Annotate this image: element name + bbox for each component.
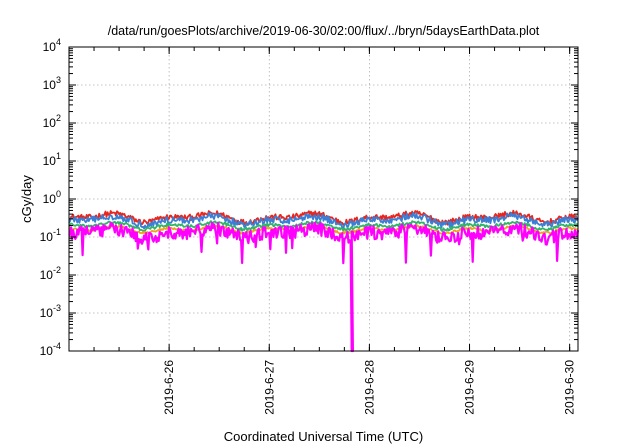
x-tick-label: 2019-6-27: [262, 360, 276, 415]
series-line: [68, 221, 580, 353]
y-tick-base: 10: [43, 192, 57, 206]
y-tick-base: 10: [40, 306, 54, 320]
y-tick-exponent: -2: [53, 265, 61, 275]
y-tick-exponent: 1: [56, 151, 61, 161]
y-tick-base: 10: [40, 344, 54, 358]
y-tick-exponent: 4: [56, 37, 61, 47]
y-tick-exponent: -4: [53, 341, 61, 351]
y-tick-exponent: -1: [53, 227, 61, 237]
y-tick-base: 10: [43, 78, 57, 92]
y-tick-base: 10: [43, 40, 57, 54]
y-tick-exponent: -3: [53, 303, 61, 313]
y-tick-label: 10-1: [40, 227, 61, 244]
y-tick-label: 10-4: [40, 341, 61, 358]
x-tick-label: 2019-6-28: [362, 360, 376, 415]
x-tick-label: 2019-6-29: [463, 360, 477, 415]
y-tick-base: 10: [40, 268, 54, 282]
y-tick-exponent: 2: [56, 113, 61, 123]
x-axis-label: Coordinated Universal Time (UTC): [224, 429, 423, 444]
y-tick-label: 10-3: [40, 303, 61, 320]
y-tick-base: 10: [40, 230, 54, 244]
x-tick-labels: 2019-6-26 2019-6-27 2019-6-28 2019-6-29 2019…: [162, 360, 577, 415]
y-tick-label: 101: [43, 151, 61, 168]
series-line: [68, 212, 579, 230]
y-tick-base: 10: [43, 116, 57, 130]
x-tick-label: 2019-6-30: [563, 360, 577, 415]
chart-title: /data/run/goesPlots/archive/2019-06-30/0…: [108, 24, 540, 38]
x-tick-label: 2019-6-26: [162, 360, 176, 415]
y-tick-base: 10: [43, 154, 57, 168]
y-tick-label: 103: [43, 75, 61, 92]
tick-marks: [68, 46, 578, 352]
y-tick-exponent: 0: [56, 189, 61, 199]
y-tick-label: 104: [43, 37, 61, 54]
y-tick-label: 10-2: [40, 265, 61, 282]
y-axis-label: cGy/day: [19, 175, 34, 223]
y-tick-label: 100: [43, 189, 61, 206]
y-tick-exponent: 3: [56, 75, 61, 85]
series-layer: [68, 209, 580, 353]
grid-lines: [69, 47, 578, 351]
y-tick-label: 102: [43, 113, 61, 130]
